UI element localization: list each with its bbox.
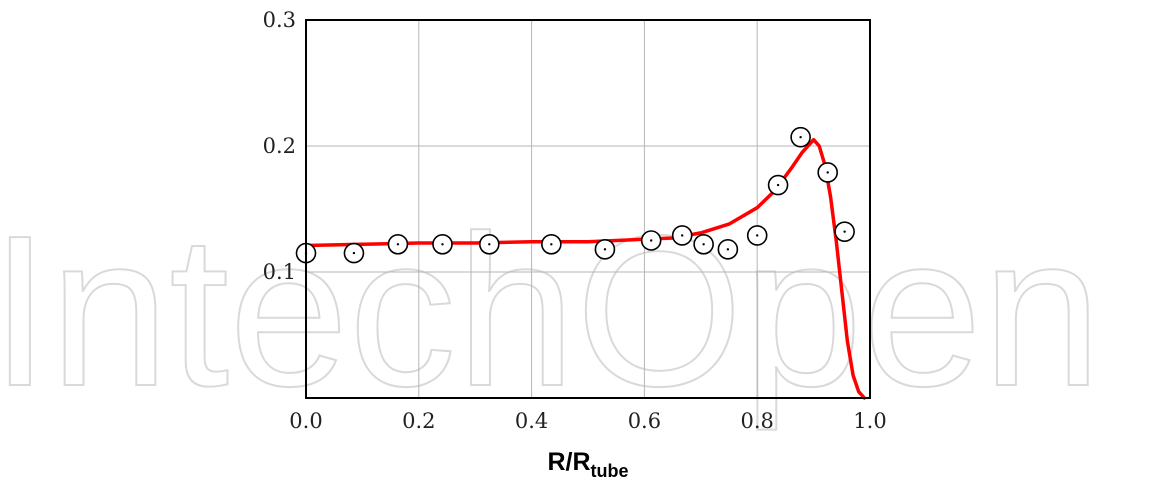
data-point (834, 221, 855, 242)
data-point-center (726, 248, 730, 251)
data-point (671, 225, 693, 246)
data-point (541, 233, 562, 255)
data-point (640, 230, 662, 251)
data-point-center (603, 248, 607, 251)
x-tick-label: 0.8 (740, 409, 773, 433)
data-point-center (352, 251, 356, 255)
data-point-center (843, 230, 846, 233)
data-point-center (680, 234, 684, 237)
x-tick-label: 0.4 (515, 409, 548, 433)
data-point-center (799, 135, 802, 139)
data-point-center (488, 243, 491, 246)
data-point (790, 126, 811, 148)
data-point (432, 233, 453, 255)
data-point (343, 242, 365, 264)
data-point-center (776, 183, 780, 187)
x-tick-label: 0.0 (289, 409, 322, 433)
x-tick-label: 0.2 (402, 409, 435, 433)
tick-labels: 0.0 0.2 0.4 0.6 0.8 1.0 0.1 0.2 0.3 (263, 8, 887, 433)
x-tick-label: 0.6 (628, 409, 661, 433)
x-axis-title-main: R/R (547, 448, 590, 476)
data-point (767, 174, 789, 196)
data-point-center (702, 243, 705, 246)
data-point (478, 233, 500, 255)
data-point-center (756, 234, 759, 237)
grid (306, 20, 870, 398)
y-tick-label: 0.3 (263, 8, 296, 32)
data-point-center (826, 171, 829, 174)
plot-frame (305, 19, 871, 399)
data-point (746, 225, 768, 246)
x-tick-label: 1.0 (853, 409, 886, 433)
x-axis-title: R/Rtube (547, 448, 628, 481)
data-point-center (550, 243, 553, 246)
data-point (817, 162, 839, 183)
y-tick-label: 0.1 (263, 260, 296, 284)
data-point (693, 233, 714, 255)
data-point-center (441, 243, 444, 246)
data-point-center (649, 239, 653, 242)
series-layer (295, 126, 867, 400)
data-point-center (396, 243, 400, 246)
y-tick-label: 0.2 (263, 134, 296, 158)
data-point (387, 233, 409, 255)
watermark: IntechOpen (0, 190, 1102, 431)
data-point (717, 239, 739, 260)
data-point (594, 239, 616, 260)
x-axis-title-subscript: tube (591, 461, 629, 481)
